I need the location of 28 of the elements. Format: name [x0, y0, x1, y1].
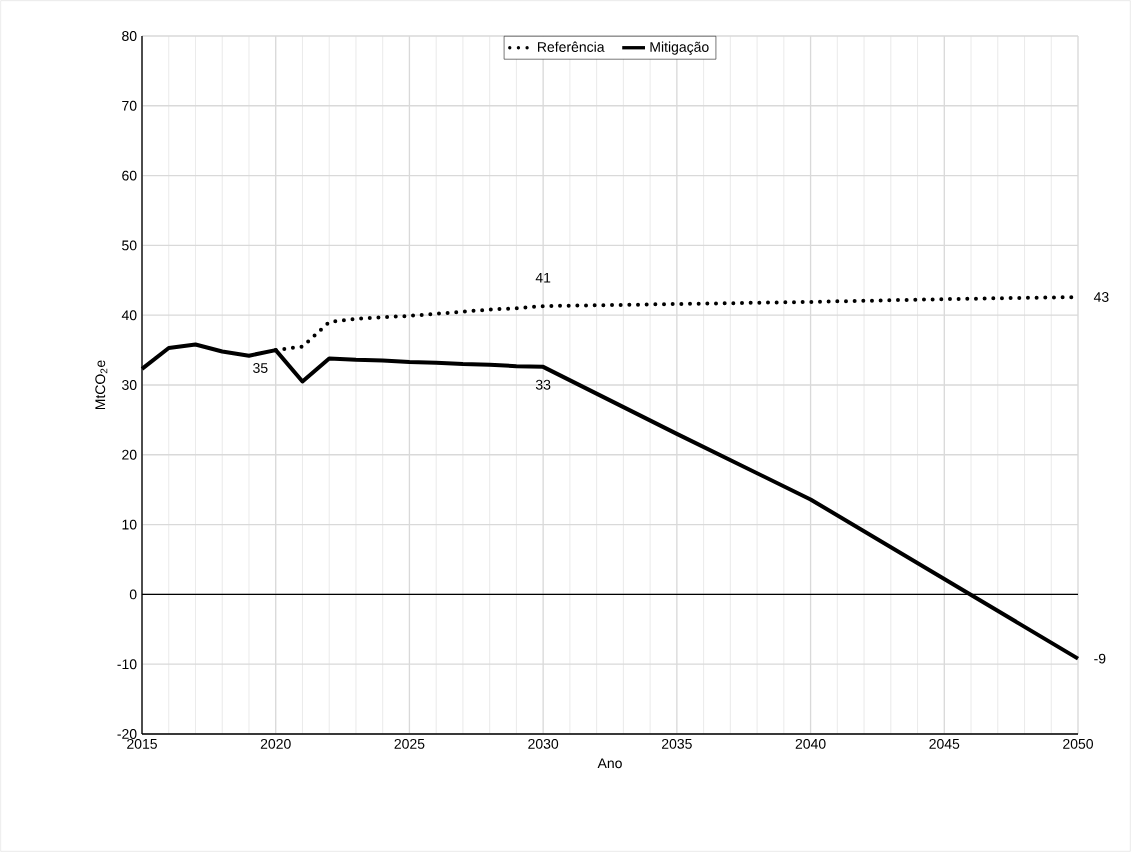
y-tick-label: 70 [122, 100, 137, 111]
y-tick-label: 0 [129, 589, 137, 600]
y-tick-label: 20 [122, 449, 137, 460]
data-label: 41 [535, 272, 551, 283]
y-tick-label: 10 [122, 519, 137, 530]
data-label: 33 [535, 379, 551, 390]
data-label: 35 [253, 363, 268, 373]
y-tick-label: 30 [122, 380, 137, 390]
legend-label: Mitigação [650, 41, 709, 55]
data-label: 43 [1093, 292, 1109, 302]
x-tick-label: 2035 [662, 738, 692, 749]
y-tick-label: 50 [122, 240, 137, 251]
x-tick-label: 2040 [795, 738, 826, 749]
y-tick-label: 60 [122, 170, 137, 181]
x-tick-label: 2015 [127, 738, 157, 749]
x-tick-label: 2050 [1063, 738, 1094, 749]
y-tick-label: -10 [117, 659, 137, 670]
y-tick-label: -20 [117, 729, 137, 739]
legend-label: Referência [538, 41, 605, 52]
y-tick-label: 80 [122, 31, 137, 41]
x-tick-label: 2025 [394, 738, 425, 749]
y-axis-title: MtCO$_{2}$e [95, 360, 108, 410]
x-tick-label: 2020 [260, 738, 291, 749]
x-axis-title: Ano [597, 758, 622, 769]
data-label: -9 [1094, 653, 1106, 664]
x-tick-label: 2045 [929, 738, 960, 749]
y-tick-label: 40 [121, 310, 137, 321]
x-tick-label: 2030 [528, 738, 559, 749]
